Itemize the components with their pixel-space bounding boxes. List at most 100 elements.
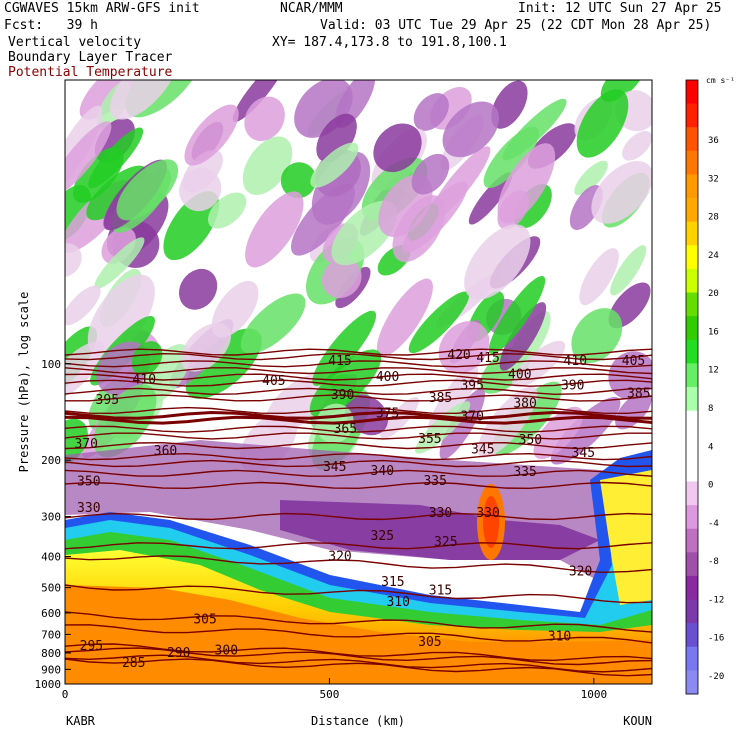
colorbar-label: 8 xyxy=(708,404,713,414)
contour-label: 390 xyxy=(331,388,354,403)
right-station-label: KOUN xyxy=(623,714,652,728)
contour-label: 415 xyxy=(476,351,499,366)
y-axis-label: Pressure (hPa), log scale xyxy=(17,292,31,473)
theta-contour-line xyxy=(65,387,652,396)
colorbar-swatch xyxy=(686,174,698,199)
colorbar-swatch xyxy=(686,80,698,105)
contour-label: 385 xyxy=(627,387,650,402)
colorbar-swatch xyxy=(686,670,698,695)
contour-label: 385 xyxy=(429,391,452,406)
contour-label: 395 xyxy=(96,393,119,408)
contour-label: 290 xyxy=(167,646,190,661)
colorbar-swatch xyxy=(686,198,698,223)
contour-label: 295 xyxy=(80,639,103,654)
contour-label: 350 xyxy=(77,474,100,489)
x-tick-label: 500 xyxy=(319,688,339,701)
x-tick-label: 0 xyxy=(62,688,69,701)
colorbar-label: 12 xyxy=(708,366,719,376)
velocity-cell xyxy=(468,172,513,225)
velocity-cell xyxy=(245,191,304,268)
velocity-cell xyxy=(87,274,155,357)
contour-label: 355 xyxy=(418,432,441,447)
colorbar-label: 0 xyxy=(708,481,713,491)
model-title: CGWAVES 15km ARW-GFS init xyxy=(4,1,200,16)
field-potential-temperature: Potential Temperature xyxy=(8,65,173,80)
colorbar-label: -16 xyxy=(708,634,724,644)
velocity-cell xyxy=(116,159,179,221)
colorbar-swatch xyxy=(686,103,698,128)
colorbar-label: 24 xyxy=(708,251,719,261)
velocity-cell xyxy=(411,153,450,195)
velocity-cell xyxy=(502,98,567,161)
colorbar-label: 20 xyxy=(708,289,719,299)
velocity-cell xyxy=(73,147,124,203)
theta-contour-line xyxy=(65,352,652,361)
colorbar-frame xyxy=(685,79,699,695)
velocity-cell xyxy=(244,96,285,142)
colorbar-unit: cm s⁻¹ xyxy=(706,76,735,85)
cross-section-xy: XY= 187.4,173.8 to 191.8,100.1 xyxy=(272,35,507,50)
x-axis-ticks: 0 500 1000 xyxy=(62,678,607,701)
plot-frame xyxy=(64,79,653,685)
velocity-cell xyxy=(438,321,490,374)
theta-contour-line xyxy=(65,410,652,420)
contour-label: 360 xyxy=(154,444,177,459)
velocity-cell xyxy=(408,291,470,354)
contour-label: 345 xyxy=(572,446,595,461)
contour-label: 350 xyxy=(519,433,542,448)
colorbar: 36 32 28 24 20 16 12 8 4 0 -4 -8 -12 -16 -20 xyxy=(685,79,724,695)
contour-label: 410 xyxy=(564,354,587,369)
colorbar-label: 4 xyxy=(708,442,713,452)
colorbar-swatch xyxy=(686,575,698,601)
velocity-cell xyxy=(571,308,623,364)
contour-label: 370 xyxy=(460,409,483,424)
colorbar-swatch xyxy=(686,528,698,553)
contour-label: 410 xyxy=(133,373,156,388)
theta-contour-line xyxy=(65,555,652,574)
contour-label: 330 xyxy=(476,506,499,521)
velocity-cell xyxy=(464,224,531,300)
velocity-cell xyxy=(178,268,218,310)
velocity-cell xyxy=(242,136,293,195)
y-tick-label: 800 xyxy=(41,647,61,660)
colorbar-label: 32 xyxy=(708,174,719,184)
velocity-cell xyxy=(610,245,647,296)
contour-label: 405 xyxy=(622,354,645,369)
velocity-cell xyxy=(182,149,223,193)
velocity-cell xyxy=(94,237,145,289)
colorbar-swatch xyxy=(686,316,698,341)
velocity-cell xyxy=(376,278,433,357)
contour-label: 370 xyxy=(74,437,97,452)
colorbar-swatch xyxy=(686,646,698,671)
y-tick-label: 900 xyxy=(41,663,61,676)
velocity-cell xyxy=(591,160,652,224)
velocity-cell xyxy=(232,80,286,122)
field-boundary-layer-tracer: Boundary Layer Tracer xyxy=(8,50,173,65)
velocity-cell xyxy=(439,388,485,460)
colorbar-swatch xyxy=(686,387,698,412)
velocity-cell xyxy=(491,80,528,129)
velocity-cell xyxy=(608,351,652,400)
contour-label: 375 xyxy=(376,407,399,422)
theta-contour-line xyxy=(65,452,652,461)
contour-label: 325 xyxy=(434,535,457,550)
colorbar-label: 28 xyxy=(708,213,719,223)
colorbar-label: 16 xyxy=(708,327,719,337)
velocity-cell xyxy=(110,80,177,120)
theta-contour-line xyxy=(65,469,652,477)
contour-label: 305 xyxy=(418,635,441,650)
init-time: Init: 12 UTC Sun 27 Apr 25 xyxy=(518,1,722,16)
y-tick-label: 600 xyxy=(41,607,61,620)
contour-label: 365 xyxy=(334,422,357,437)
velocity-cell xyxy=(211,280,259,338)
theta-contours xyxy=(65,348,652,677)
velocity-cell xyxy=(184,104,239,166)
contour-label: 390 xyxy=(561,379,584,394)
y-tick-label: 500 xyxy=(41,582,61,595)
theta-contour-line xyxy=(65,584,652,604)
theta-contour-line xyxy=(65,459,652,468)
colorbar-swatch xyxy=(686,127,698,152)
velocity-cell xyxy=(415,401,471,454)
contour-label: 315 xyxy=(381,575,404,590)
